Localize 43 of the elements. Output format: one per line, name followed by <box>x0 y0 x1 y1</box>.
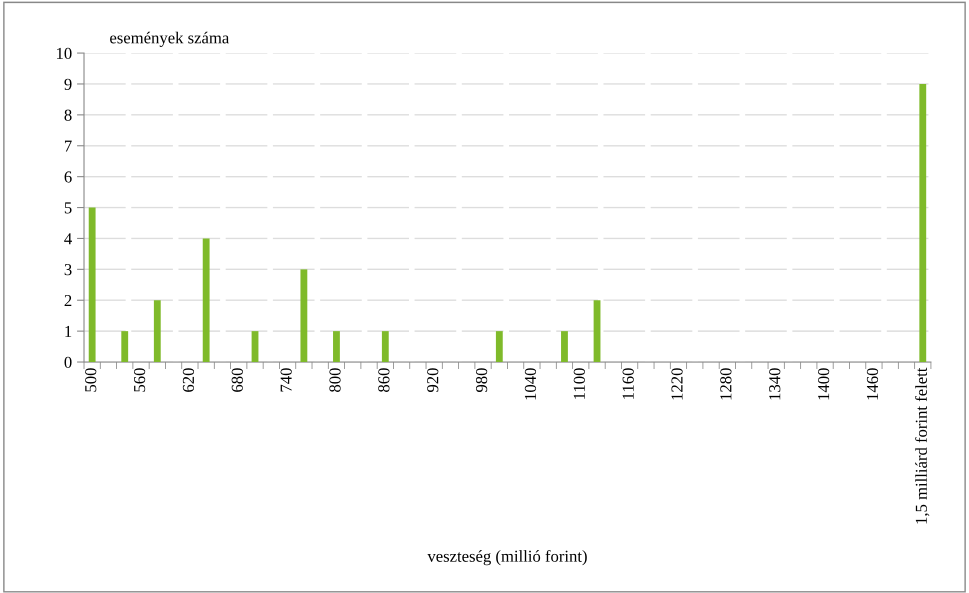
bar <box>496 331 503 362</box>
x-tick-label: 980 <box>476 368 488 392</box>
y-tick-label: 10 <box>57 48 72 60</box>
bar <box>333 331 340 362</box>
y-tick-label: 0 <box>64 356 72 368</box>
y-axis-title: események száma <box>110 32 230 47</box>
bar <box>88 208 96 362</box>
y-tick-label: 9 <box>64 78 72 90</box>
x-tick-label: 1220 <box>671 368 683 400</box>
x-tick-label: 860 <box>378 368 390 392</box>
y-tick-label: 1 <box>65 326 72 337</box>
x-tick-label: 1160 <box>622 368 634 399</box>
bar <box>561 331 568 362</box>
y-tick-label: 2 <box>64 294 72 306</box>
bar <box>202 238 210 362</box>
x-tick-label: 740 <box>280 368 292 392</box>
bar <box>300 269 308 362</box>
x-tick-label: 1,5 milliárd forint felett <box>915 368 930 524</box>
x-tick-label: 920 <box>427 368 438 392</box>
x-tick-label: 500 <box>85 368 96 392</box>
y-tick-label: 8 <box>64 110 72 121</box>
bar <box>594 300 600 362</box>
y-tick-label: 3 <box>64 264 72 276</box>
bar <box>382 331 389 362</box>
x-axis-title: veszteség (millió forint) <box>427 550 587 566</box>
bar <box>154 300 161 362</box>
y-tick-label: 7 <box>64 140 72 152</box>
x-tick-label: 800 <box>329 368 341 392</box>
x-tick-label: 680 <box>232 368 243 392</box>
x-tick-label: 1100 <box>574 368 585 399</box>
x-tick-label: 1460 <box>866 368 878 400</box>
x-tick-label: 1340 <box>769 368 780 400</box>
bar <box>919 84 926 362</box>
y-tick-label: 6 <box>64 171 72 183</box>
x-tick-label: 1400 <box>818 368 830 400</box>
y-tick-label: 4 <box>64 233 72 244</box>
y-tick-label: 5 <box>64 202 72 214</box>
x-tick-label: 1040 <box>524 368 536 400</box>
bar <box>121 331 128 362</box>
x-tick-label: 620 <box>182 368 194 392</box>
x-tick-label: 1280 <box>720 368 732 400</box>
x-tick-label: 560 <box>134 368 146 392</box>
bar <box>252 331 258 362</box>
